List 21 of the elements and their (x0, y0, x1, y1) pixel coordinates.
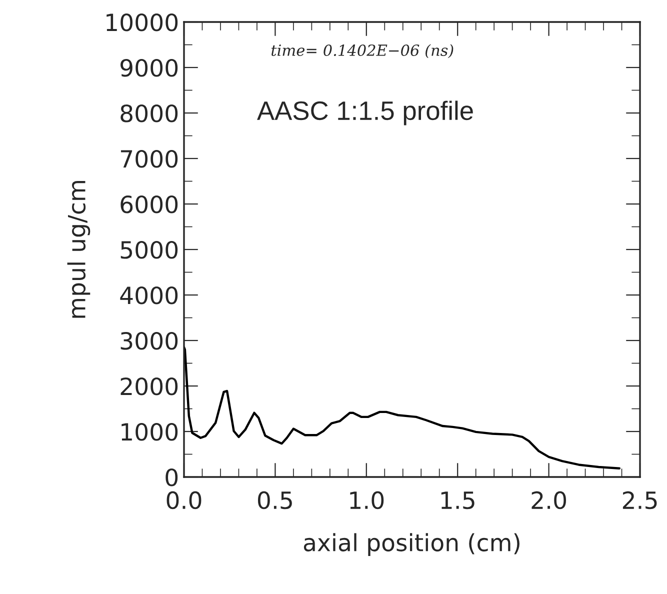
y-tick-label: 6000 (120, 195, 178, 214)
y-tick-label: 7000 (120, 150, 178, 168)
annotation: time= 0.1402E−06 (ns) (271, 44, 454, 58)
x-tick-label: 1.5 (441, 492, 474, 510)
x-tick-label: 2.5 (622, 491, 657, 510)
x-tick-label: 1.0 (350, 491, 384, 510)
y-tick-label: 0 (166, 468, 178, 486)
y-tick-label: 5000 (120, 240, 178, 259)
y-tick-label: 1000 (122, 422, 178, 441)
y-tick-label: 2000 (120, 377, 178, 396)
y-tick-label: 9000 (120, 58, 178, 77)
x-tick-label: 2.0 (532, 491, 566, 510)
y-tick-label: 10000 (106, 13, 178, 32)
annotation: AASC 1:1.5 profile (257, 100, 473, 126)
x-tick-label: 0.5 (258, 491, 292, 510)
y-tick-label: 3000 (120, 332, 178, 350)
y-tick-label: 8000 (120, 104, 178, 122)
y-tick-label: 4000 (120, 286, 178, 304)
y-axis-title: mpul ug/cm (67, 181, 90, 318)
x-tick-label: 0.0 (166, 491, 202, 510)
x-axis-title: axial position (cm) (304, 533, 520, 556)
